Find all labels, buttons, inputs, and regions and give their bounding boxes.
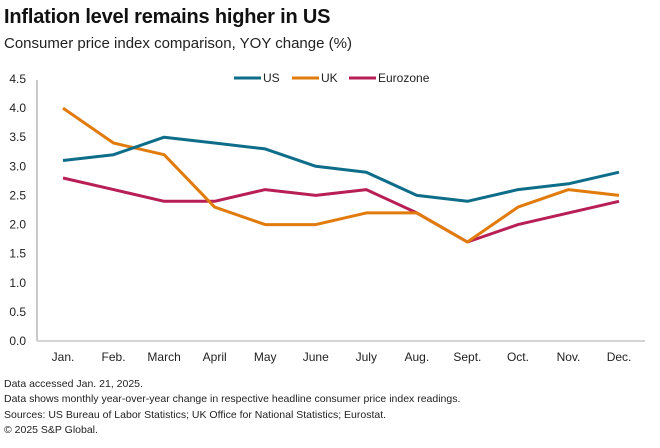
legend-label: UK bbox=[321, 71, 338, 85]
x-tick-label: May bbox=[254, 350, 277, 364]
legend-label: US bbox=[263, 71, 280, 85]
y-tick-label: 1.0 bbox=[9, 276, 26, 290]
x-tick-label: July bbox=[356, 350, 377, 364]
y-tick-label: 2.5 bbox=[9, 188, 26, 202]
x-tick-label: April bbox=[203, 350, 227, 364]
series-line-uk bbox=[62, 106, 620, 244]
footer-note-description: Data shows monthly year-over-year change… bbox=[4, 393, 461, 406]
x-tick-label: Sept. bbox=[453, 350, 481, 364]
series-line-eurozone bbox=[62, 176, 620, 244]
y-tick-label: 3.5 bbox=[9, 130, 26, 144]
legend-item-us: US bbox=[234, 71, 280, 85]
footer-note-copyright: © 2025 S&P Global. bbox=[4, 423, 98, 436]
legend-item-eurozone: Eurozone bbox=[349, 71, 430, 85]
x-tick-label: March bbox=[147, 350, 180, 364]
x-tick-label: Dec. bbox=[607, 350, 632, 364]
y-tick-label: 4.0 bbox=[9, 101, 26, 115]
x-axis-ticks: Jan. Feb. March April May June July Aug. Sept. Oc… bbox=[52, 350, 632, 364]
y-tick-label: 2.0 bbox=[9, 218, 26, 232]
footer-note-accessed: Data accessed Jan. 21, 2025. bbox=[4, 378, 143, 390]
chart-title: Inflation level remains higher in US bbox=[4, 6, 331, 28]
x-tick-label: Feb. bbox=[102, 350, 126, 364]
chart-subtitle: Consumer price index comparison, YOY cha… bbox=[4, 35, 352, 52]
x-tick-label: Oct. bbox=[507, 350, 529, 364]
x-tick-label: June bbox=[303, 350, 329, 364]
y-tick-label: 0.0 bbox=[9, 334, 26, 348]
y-tick-label: 1.5 bbox=[9, 247, 26, 261]
y-tick-label: 3.0 bbox=[9, 159, 26, 173]
x-tick-label: Nov. bbox=[557, 350, 581, 364]
y-tick-label: 4.5 bbox=[9, 72, 26, 86]
footer-notes: Data accessed Jan. 21, 2025. Data shows … bbox=[4, 377, 460, 438]
series-lines bbox=[62, 106, 620, 244]
legend-label: Eurozone bbox=[378, 71, 430, 85]
y-tick-label: 0.5 bbox=[9, 305, 26, 319]
legend: US UK Eurozone bbox=[234, 71, 430, 85]
x-tick-label: Aug. bbox=[405, 350, 430, 364]
y-axis-ticks: 0.0 0.5 1.0 1.5 2.0 2.5 3.0 3.5 4.0 4.5 bbox=[9, 72, 26, 348]
x-tick-label: Jan. bbox=[52, 350, 75, 364]
legend-item-uk: UK bbox=[292, 71, 338, 85]
series-line-us bbox=[62, 135, 620, 203]
footer-note-sources: Sources: US Bureau of Labor Statistics; … bbox=[4, 408, 387, 421]
